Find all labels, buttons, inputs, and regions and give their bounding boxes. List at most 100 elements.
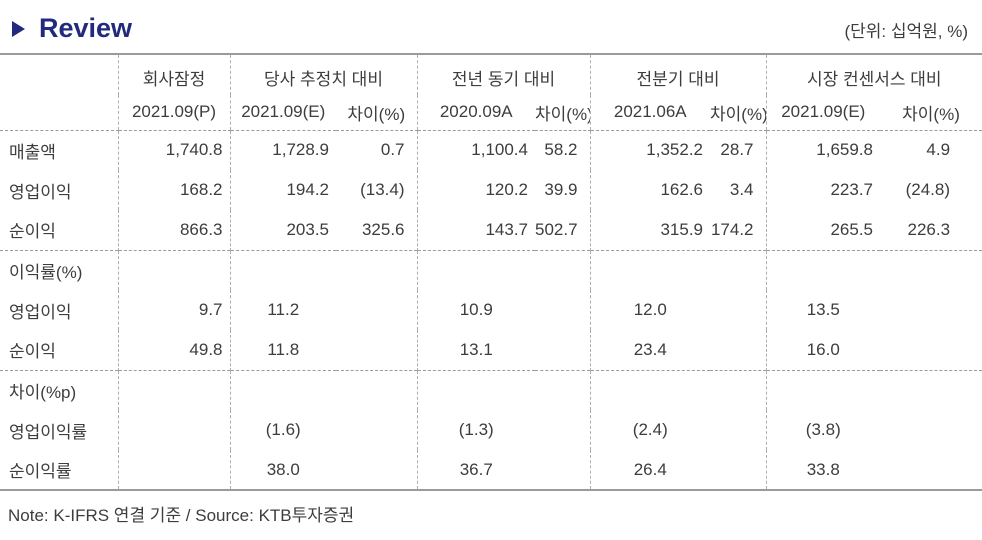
- table-cell: [710, 450, 766, 490]
- column-sub-label: 2021.09(E): [765, 95, 881, 131]
- table-cell: (1.6): [229, 410, 336, 450]
- header-group-row: 회사잠정 당사 추정치 대비 전년 동기 대비 전분기 대비 시장 컨센서스 대비: [0, 54, 982, 95]
- empty-cell: [589, 249, 711, 290]
- table-cell: 143.7: [416, 210, 535, 250]
- table-row: 순이익률 38.0 36.7 26.4 33.8: [0, 450, 982, 490]
- table-row: 매출액 1,740.8 1,728.9 0.7 1,100.4 58.2 1,352.2 28…: [0, 130, 982, 170]
- table-cell: 58.2: [544, 140, 578, 160]
- column-group-label: 시장 컨센서스 대비: [765, 54, 982, 95]
- table-cell: [336, 450, 417, 490]
- table-cell: 1,352.2: [589, 130, 711, 170]
- empty-cell: [535, 249, 591, 290]
- table-row: 영업이익 168.2 194.2 (13.4) 120.2 39.9 162.6 3.4 223…: [0, 170, 982, 210]
- table-cell: (3.8): [765, 410, 881, 450]
- empty-cell: [589, 369, 711, 410]
- empty-cell: [710, 249, 767, 290]
- header-empty-cell: [0, 95, 118, 131]
- column-group-label: 전년 동기 대비: [416, 54, 591, 95]
- triangle-right-icon: [12, 20, 25, 37]
- column-sub-label: 2020.09A: [416, 95, 535, 131]
- table-cell: 866.3: [117, 210, 230, 250]
- table-cell: (13.4): [360, 180, 405, 199]
- table-cell: 11.8: [229, 330, 336, 370]
- table-cell: 1,728.9: [229, 130, 336, 170]
- empty-cell: [765, 249, 881, 290]
- section-header-label: 이익률(%): [0, 249, 118, 290]
- table-cell: 23.4: [589, 330, 711, 370]
- table-cell: (1.3): [416, 410, 535, 450]
- table-cell: 16.0: [765, 330, 881, 370]
- table-cell: [535, 330, 590, 370]
- table-cell: 9.7: [117, 290, 230, 330]
- empty-cell: [535, 369, 591, 410]
- table-cell: 3.4: [729, 180, 754, 199]
- table-cell: 13.5: [765, 290, 881, 330]
- table-cell: [117, 410, 230, 450]
- column-group-label: 회사잠정: [117, 54, 230, 95]
- table-cell: [535, 410, 590, 450]
- row-label: 매출액: [9, 142, 56, 162]
- table-cell: [117, 450, 230, 490]
- table-cell: (2.4): [589, 410, 711, 450]
- column-sub-label: 차이(%): [710, 95, 767, 131]
- row-label: 영업이익: [9, 302, 72, 322]
- table-cell: 1,659.8: [765, 130, 881, 170]
- table-cell: [535, 290, 590, 330]
- page-title: Review: [39, 13, 133, 43]
- table-cell: 1,740.8: [117, 130, 230, 170]
- table-cell: 226.3: [907, 219, 951, 239]
- table-cell: 13.1: [416, 330, 535, 370]
- empty-cell: [229, 249, 336, 290]
- header-empty-cell: [0, 54, 118, 95]
- table-cell: [336, 410, 417, 450]
- table-cell: 194.2: [229, 170, 336, 210]
- table-cell: [336, 330, 417, 370]
- table-cell: [535, 450, 590, 490]
- column-group-label: 당사 추정치 대비: [229, 54, 417, 95]
- table-cell: 11.2: [229, 290, 336, 330]
- table-row: 영업이익 9.7 11.2 10.9 12.0 13.5: [0, 290, 982, 330]
- table-cell: 36.7: [416, 450, 535, 490]
- section-header-label: 차이(%p): [0, 369, 118, 410]
- table-cell: [880, 410, 982, 450]
- row-label: 영업이익: [9, 182, 72, 202]
- table-row: 순이익 866.3 203.5 325.6 143.7 502.7 315.9 174.2 26…: [0, 210, 982, 250]
- column-sub-label: 2021.06A: [589, 95, 711, 131]
- column-group-label: 전분기 대비: [589, 54, 767, 95]
- table-cell: 39.9: [544, 180, 578, 199]
- empty-cell: [880, 249, 982, 290]
- table-cell: 315.9: [589, 210, 711, 250]
- empty-cell: [416, 369, 535, 410]
- table-cell: 502.7: [535, 219, 578, 239]
- page-header: Review (단위: 십억원, %): [0, 0, 982, 53]
- table-body: 매출액 1,740.8 1,728.9 0.7 1,100.4 58.2 1,352.2 28…: [0, 130, 982, 490]
- row-label: 순이익률: [9, 462, 72, 481]
- table-cell: 120.2: [416, 170, 535, 210]
- empty-cell: [229, 369, 336, 410]
- header-period-row: 2021.09(P) 2021.09(E) 차이(%) 2020.09A 차이(%) 20…: [0, 95, 982, 131]
- empty-cell: [336, 369, 417, 410]
- table-cell: 1,100.4: [416, 130, 535, 170]
- table-cell: 38.0: [229, 450, 336, 490]
- table-cell: [710, 290, 766, 330]
- table-cell: [336, 290, 417, 330]
- table-cell: 168.2: [117, 170, 230, 210]
- empty-cell: [117, 369, 230, 410]
- table-cell: 4.9: [926, 140, 951, 160]
- table-cell: 33.8: [765, 450, 881, 490]
- footnote: Note: K-IFRS 연결 기준 / Source: KTB투자증권: [8, 506, 355, 525]
- title-block: Review: [12, 13, 132, 44]
- table-cell: 28.7: [720, 140, 754, 160]
- table-row: 영업이익률 (1.6) (1.3) (2.4) (3.8): [0, 410, 982, 450]
- row-label: 순이익: [9, 342, 56, 362]
- table-cell: 162.6: [589, 170, 711, 210]
- column-sub-label: 차이(%): [880, 95, 982, 131]
- table-cell: 265.5: [765, 210, 881, 250]
- table-cell: [710, 410, 766, 450]
- table-cell: (24.8): [905, 180, 951, 199]
- table-cell: 10.9: [416, 290, 535, 330]
- empty-cell: [880, 369, 982, 410]
- table-cell: [880, 330, 982, 370]
- table-cell: [880, 450, 982, 490]
- table-cell: 49.8: [117, 330, 230, 370]
